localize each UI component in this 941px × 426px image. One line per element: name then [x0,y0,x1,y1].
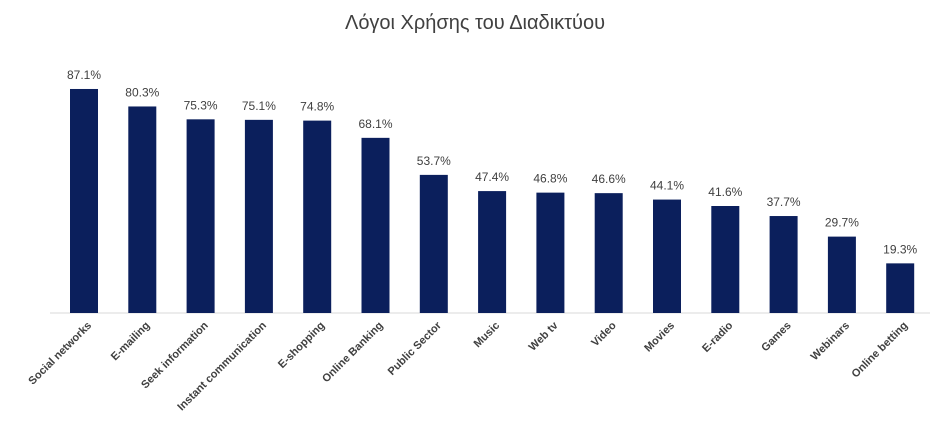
value-label: 37.7% [767,195,801,209]
x-tick-label: Movies [642,320,677,355]
value-label: 47.4% [475,170,509,184]
bar [478,191,507,313]
x-tick-label: Online Banking [320,320,386,386]
value-label: 75.3% [184,98,218,112]
bar [827,236,856,313]
value-label: 74.8% [300,100,334,114]
bar [419,174,448,313]
x-tick-label: Games [759,320,793,354]
x-tick-label: Online betting [850,320,911,381]
x-tick-label: E-radio [700,319,735,354]
value-label: 68.1% [358,117,392,131]
bar [711,206,740,313]
value-label: 46.8% [533,172,567,186]
bar [186,119,215,313]
x-tick-label: Webinars [809,320,852,363]
bar [886,263,915,313]
x-tick-label: Video [589,319,619,349]
bar [303,120,332,313]
bar [128,106,157,313]
value-label: 87.1% [67,68,101,82]
x-tick-label: Web tv [527,319,561,353]
value-label: 80.3% [125,85,159,99]
value-label: 41.6% [708,185,742,199]
chart-title: Λόγοι Χρήσης του Διαδικτύου [345,12,605,34]
x-tick-label: Music [472,320,503,351]
x-tick-label: E-shopping [276,320,327,371]
bar [244,119,273,313]
bar [536,192,565,313]
bar [361,137,390,313]
value-label: 75.1% [242,99,276,113]
x-tick-label: Social networks [26,320,94,388]
bar [653,199,681,313]
x-tick-label: Public Sector [386,319,445,378]
value-label: 29.7% [825,216,859,230]
bar [594,193,623,313]
bar [70,88,98,314]
value-label: 53.7% [417,154,451,168]
x-tick-label: E-mailing [109,320,152,363]
value-label: 44.1% [650,179,684,193]
value-label: 46.6% [592,172,626,186]
bar [769,216,798,313]
value-label: 19.3% [883,242,917,256]
